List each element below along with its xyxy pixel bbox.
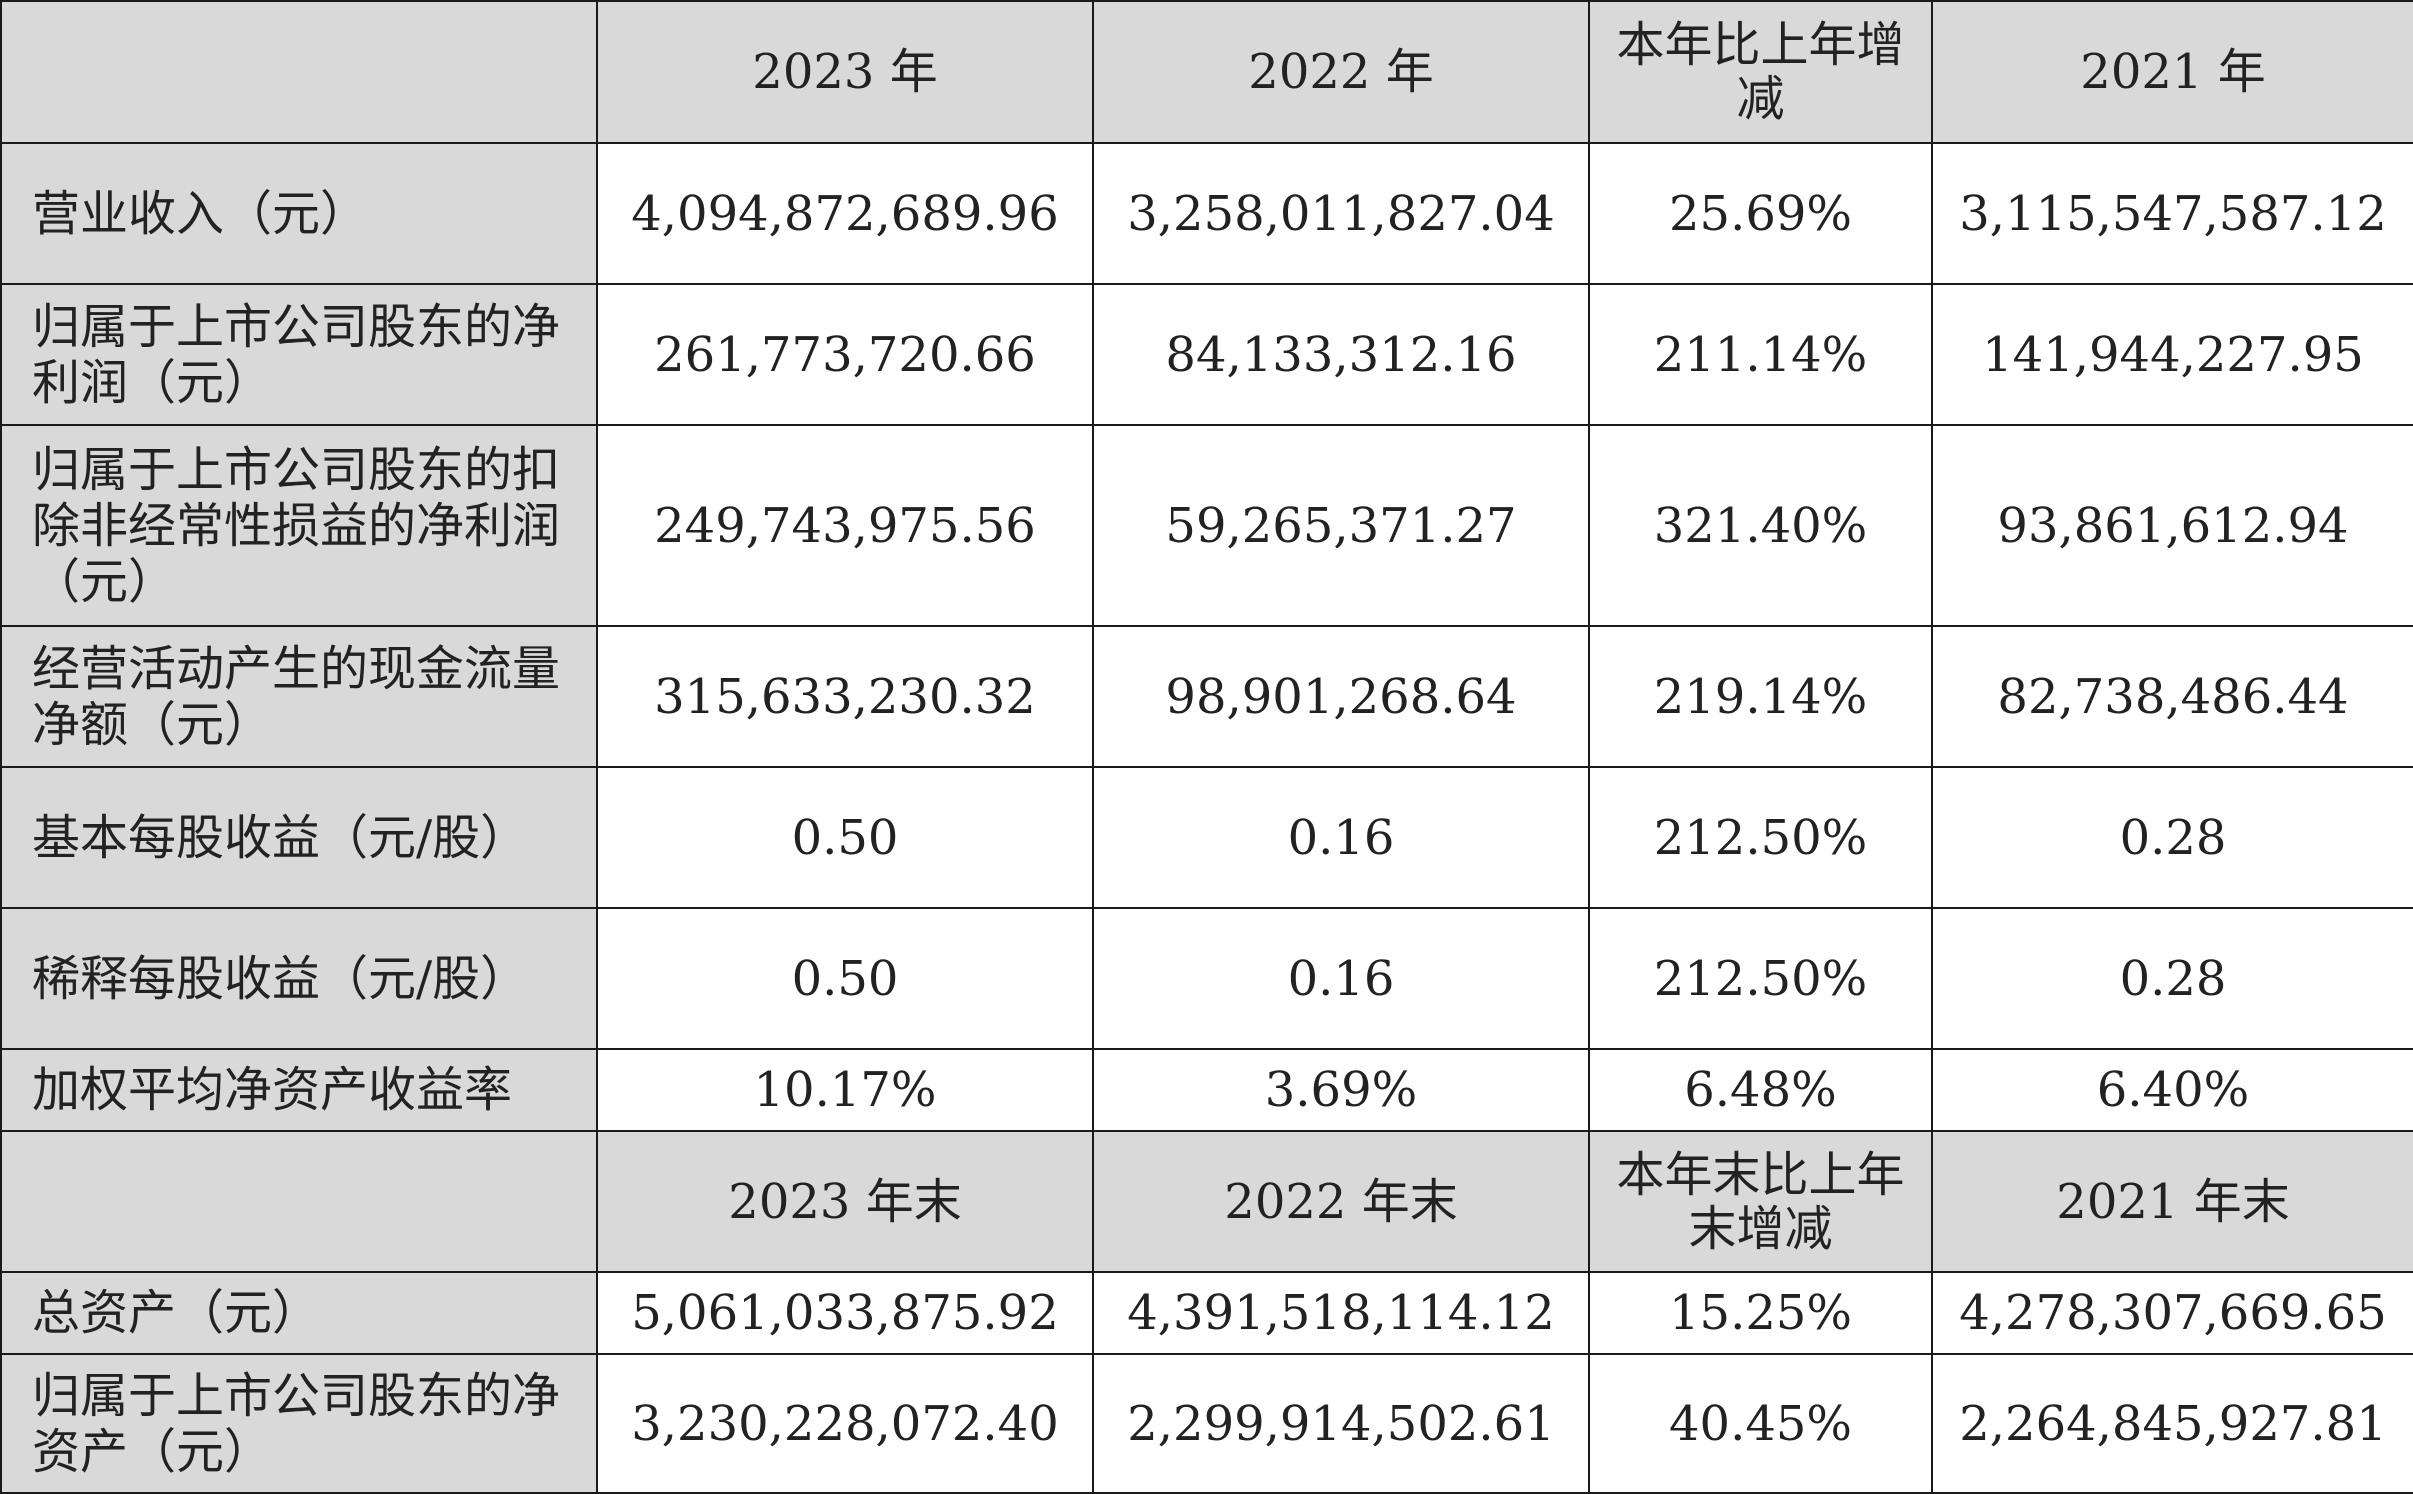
value-change-end: 40.45% [1588,1353,1933,1494]
row-diluted-eps: 稀释每股收益（元/股） 0.50 0.16 212.50% 0.28 [0,907,2413,1050]
row-basic-eps: 基本每股收益（元/股） 0.50 0.16 212.50% 0.28 [0,766,2413,909]
value-2022: 98,901,268.64 [1092,625,1590,768]
row-label: 稀释每股收益（元/股） [0,907,598,1050]
value-2023: 249,743,975.56 [596,424,1094,627]
col-header-2021-end: 2021 年末 [1931,1130,2413,1273]
value-2022: 3.69% [1092,1048,1590,1132]
value-2022-end: 2,299,914,502.61 [1092,1353,1590,1494]
col-header-2022-end: 2022 年末 [1092,1130,1590,1273]
col-header-2021: 2021 年 [1931,0,2413,144]
value-2023: 0.50 [596,907,1094,1050]
col-header-change-end: 本年末比上年末增减 [1588,1130,1933,1273]
value-2023: 10.17% [596,1048,1094,1132]
row-label: 加权平均净资产收益率 [0,1048,598,1132]
header-corner-cell [0,1130,598,1273]
header-row-period: 2023 年 2022 年 本年比上年增减 2021 年 [0,0,2413,144]
row-weighted-roe: 加权平均净资产收益率 10.17% 3.69% 6.48% 6.40% [0,1048,2413,1132]
value-change: 212.50% [1588,907,1933,1050]
value-2022: 84,133,312.16 [1092,283,1590,426]
value-2021: 6.40% [1931,1048,2413,1132]
row-operating-cash-flow: 经营活动产生的现金流量净额（元） 315,633,230.32 98,901,2… [0,625,2413,768]
row-label: 经营活动产生的现金流量净额（元） [0,625,598,768]
value-change-end: 15.25% [1588,1271,1933,1355]
value-2023: 4,094,872,689.96 [596,142,1094,285]
value-2023: 0.50 [596,766,1094,909]
value-2022: 0.16 [1092,766,1590,909]
value-2023-end: 3,230,228,072.40 [596,1353,1094,1494]
value-2021-end: 2,264,845,927.81 [1931,1353,2413,1494]
value-change: 211.14% [1588,283,1933,426]
row-operating-revenue: 营业收入（元） 4,094,872,689.96 3,258,011,827.0… [0,142,2413,285]
value-2023: 261,773,720.66 [596,283,1094,426]
value-2022: 0.16 [1092,907,1590,1050]
col-header-2023-end: 2023 年末 [596,1130,1094,1273]
value-change: 212.50% [1588,766,1933,909]
header-corner-cell [0,0,598,144]
value-change: 25.69% [1588,142,1933,285]
row-net-profit-deducted: 归属于上市公司股东的扣除非经常性损益的净利润（元） 249,743,975.56… [0,424,2413,627]
value-2022: 3,258,011,827.04 [1092,142,1590,285]
value-2021: 0.28 [1931,766,2413,909]
row-label: 归属于上市公司股东的扣除非经常性损益的净利润（元） [0,424,598,627]
value-2021-end: 4,278,307,669.65 [1931,1271,2413,1355]
value-change: 321.40% [1588,424,1933,627]
row-label: 基本每股收益（元/股） [0,766,598,909]
value-2023: 315,633,230.32 [596,625,1094,768]
col-header-2022: 2022 年 [1092,0,1590,144]
value-2023-end: 5,061,033,875.92 [596,1271,1094,1355]
value-change: 6.48% [1588,1048,1933,1132]
value-2021: 3,115,547,587.12 [1931,142,2413,285]
row-label: 归属于上市公司股东的净利润（元） [0,283,598,426]
row-total-assets: 总资产（元） 5,061,033,875.92 4,391,518,114.12… [0,1271,2413,1355]
value-2021: 93,861,612.94 [1931,424,2413,627]
col-header-2023: 2023 年 [596,0,1094,144]
row-net-profit: 归属于上市公司股东的净利润（元） 261,773,720.66 84,133,3… [0,283,2413,426]
value-2022: 59,265,371.27 [1092,424,1590,627]
col-header-change: 本年比上年增减 [1588,0,1933,144]
row-net-assets: 归属于上市公司股东的净资产（元） 3,230,228,072.40 2,299,… [0,1353,2413,1494]
row-label: 营业收入（元） [0,142,598,285]
value-2021: 141,944,227.95 [1931,283,2413,426]
value-2022-end: 4,391,518,114.12 [1092,1271,1590,1355]
row-label: 归属于上市公司股东的净资产（元） [0,1353,598,1494]
row-label: 总资产（元） [0,1271,598,1355]
value-2021: 0.28 [1931,907,2413,1050]
value-2021: 82,738,486.44 [1931,625,2413,768]
header-row-period-end: 2023 年末 2022 年末 本年末比上年末增减 2021 年末 [0,1130,2413,1273]
value-change: 219.14% [1588,625,1933,768]
